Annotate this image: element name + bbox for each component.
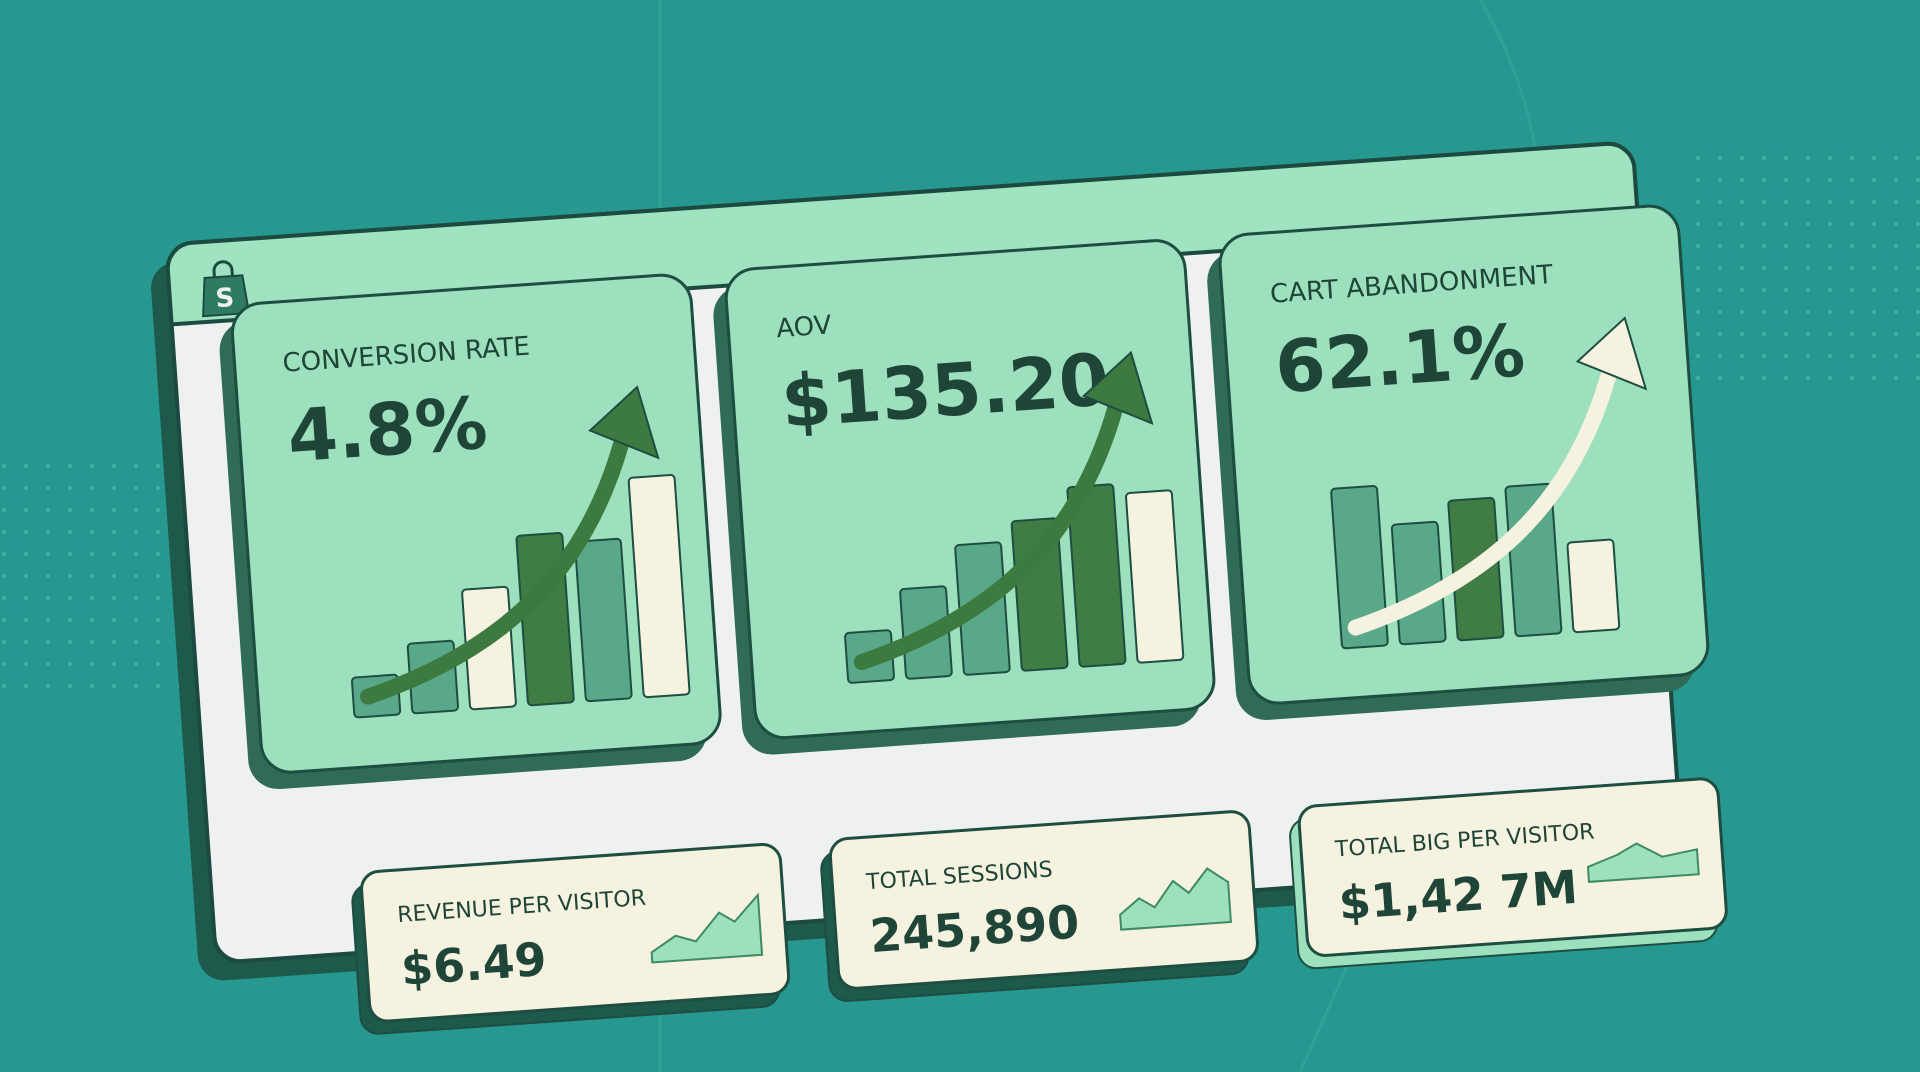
bar <box>1330 485 1389 650</box>
card-value: 62.1% <box>1272 308 1527 409</box>
card-label: AOV <box>775 310 832 344</box>
bar <box>1125 489 1185 664</box>
svg-text:S: S <box>215 283 236 314</box>
stat-card-body <box>828 810 1259 990</box>
stat-card[interactable]: TOTAL BIG PER VISITOR$1,42 7M <box>1288 777 1728 970</box>
bar <box>1566 538 1621 634</box>
kpi-card[interactable]: AOV$135.20 <box>710 239 1217 757</box>
sparkline <box>1119 867 1232 931</box>
sparkline <box>650 892 764 964</box>
trend-arrow <box>1347 361 1619 636</box>
stat-card[interactable]: REVENUE PER VISITOR$6.49 <box>350 843 791 1035</box>
store-icon[interactable]: S <box>199 260 251 318</box>
trend-arrow <box>853 395 1125 671</box>
dot-pattern <box>1680 140 1920 390</box>
bar <box>574 537 633 703</box>
arrow-head <box>1575 316 1648 391</box>
arrow-head <box>588 385 660 460</box>
stat-card-body <box>1297 777 1728 957</box>
stat-value: $6.49 <box>399 932 548 996</box>
stat-card-body <box>360 843 791 1023</box>
title-bar <box>165 141 1641 327</box>
card-value: 4.8% <box>285 381 490 479</box>
arrow-head <box>1082 350 1154 425</box>
trend-arrow <box>360 430 631 705</box>
bar <box>627 473 691 699</box>
sparkline <box>1586 842 1700 883</box>
